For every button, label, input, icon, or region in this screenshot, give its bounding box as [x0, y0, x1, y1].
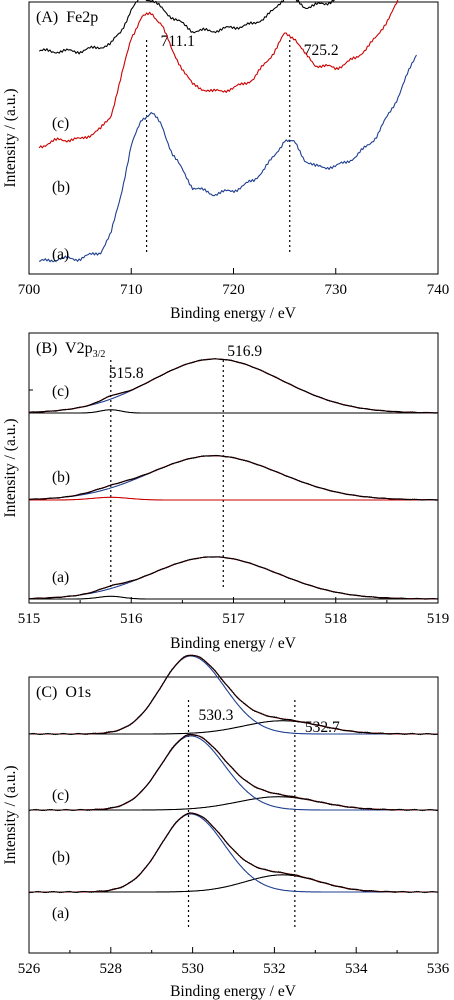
panel-b-fit-1-minor: [29, 496, 438, 501]
panel-a-series-1: [38, 0, 399, 149]
panel-b-fit-0-minor: [29, 409, 438, 414]
panel-b-fit-0-envelope: [28, 358, 439, 414]
panel-b-refline-label-0: 515.8: [109, 365, 144, 382]
panel-b-label-c: (c): [52, 383, 69, 400]
panel-b-tick-label-4: 517: [222, 611, 245, 627]
panel-b: (B) V2p3/2 515.8 516.9 (c) (b) (a) 515 516…: [2, 332, 450, 652]
panel-c-fit-0-envelope: [28, 654, 439, 736]
panel-a-tick-label-4: 740: [427, 282, 450, 298]
panel-c-tick-label-4: 530: [181, 961, 204, 977]
panel-c-fit-1-envelope: [28, 733, 439, 812]
panel-a-tick-label-3: 730: [325, 282, 348, 298]
panel-b-xlabel: Binding energy / eV: [170, 635, 297, 652]
panel-c: (C) O1s 530.3 532.7 (c) (b) (a) 526 528 530…: [2, 654, 450, 1000]
panel-a-tick-label-2: 720: [222, 282, 245, 298]
panel-b-label-a: (a): [52, 569, 69, 586]
panel-c-xlabel: Binding energy / eV: [170, 983, 297, 1000]
panel-c-fit-1-sum: [29, 733, 438, 811]
panel-c-fit-0-minor: [29, 720, 438, 735]
panel-c-label-c: (c): [52, 787, 69, 804]
panel-a-label-a: (a): [52, 246, 69, 263]
panel-b-title-main: (B) V2p: [36, 340, 93, 357]
panel-c-fit-1-minor: [29, 796, 438, 811]
panel-c-fit-2-envelope: [28, 812, 439, 894]
panel-b-tick-label-8: 519: [427, 611, 450, 627]
panel-c-ylabel: Intensity / (a.u.): [2, 765, 19, 864]
panel-a-series-0: [38, 0, 335, 55]
panel-a-tick-label-1: 710: [120, 282, 143, 298]
panel-c-tick-label-2: 528: [100, 961, 123, 977]
panel-b-refline-label-1: 516.9: [227, 343, 262, 360]
panel-b-label-b: (b): [52, 469, 70, 486]
panel-c-fit-2-main: [29, 813, 438, 893]
panel-a-refline-label-1: 725.2: [304, 42, 339, 59]
panel-a-tick-label-0: 700: [18, 282, 41, 298]
panel-b-fit-1-main: [29, 455, 439, 501]
panel-a-label-b: (b): [52, 179, 70, 196]
panel-b-frame: [28, 332, 439, 604]
panel-b-tick-label-6: 518: [325, 611, 348, 627]
panel-a-title: (A) Fe2p: [36, 9, 98, 26]
panel-c-fit-2-sum: [29, 812, 438, 893]
panel-a-refline-label-0: 711.1: [161, 33, 195, 50]
panel-c-tick-label-10: 536: [427, 961, 450, 977]
panel-c-tick-label-8: 534: [345, 961, 368, 977]
panel-c-label-b: (b): [52, 849, 70, 866]
panel-c-tick-label-6: 532: [263, 961, 286, 977]
panel-c-frame: [28, 676, 439, 954]
panel-c-refline-label-1: 532.7: [305, 719, 340, 736]
panel-c-title: (C) O1s: [36, 684, 91, 701]
panel-b-title-sub: 3/2: [93, 349, 106, 360]
panel-b-ylabel: Intensity / (a.u.): [2, 418, 19, 517]
panel-c-fit-2-minor: [29, 874, 438, 893]
panel-b-title: (B) V2p3/2: [36, 340, 105, 360]
panel-c-tick-label-0: 526: [18, 961, 41, 977]
panel-a-ylabel: Intensity / (a.u.): [2, 88, 19, 187]
panel-b-tick-label-2: 516: [120, 611, 143, 627]
panel-c-refline-label-0: 530.3: [199, 707, 234, 724]
panel-a-xlabel: Binding energy / eV: [170, 305, 297, 322]
panel-c-fit-1-main: [29, 735, 438, 811]
panel-b-tick-label-0: 515: [18, 611, 41, 627]
panel-b-fit-1-envelope: [29, 454, 439, 501]
panel-b-fit-2-envelope: [28, 556, 439, 600]
panel-a-series-2: [38, 54, 417, 263]
panel-a-label-c: (c): [52, 115, 69, 132]
panel-c-label-a: (a): [52, 905, 69, 922]
panel-a: (A) Fe2p 711.1 725.2 (c) (b) (a) 700 710 72…: [2, 0, 449, 322]
